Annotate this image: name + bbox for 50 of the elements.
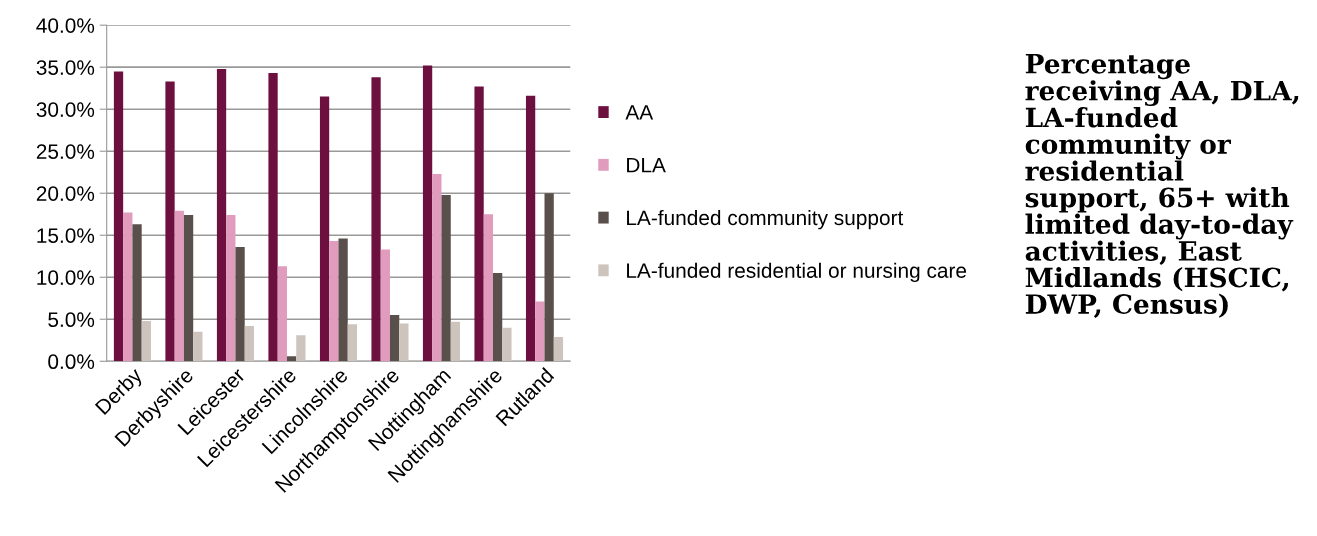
chart-title: Percentage receiving AA, DLA, LA-funded community or residential support, 65+ with limited day-to-day activities, East Midlands (HSCIC, DWP, Census) xyxy=(1025,54,1299,319)
bar xyxy=(132,224,142,362)
bar xyxy=(380,249,390,362)
legend-label: LA-funded community support xyxy=(627,209,904,230)
bar xyxy=(441,194,451,362)
bar xyxy=(422,65,433,362)
bar xyxy=(535,301,545,362)
bar xyxy=(235,247,245,362)
legend-label: LA-funded residential or nursing care xyxy=(627,262,967,283)
bar xyxy=(474,86,484,362)
bar xyxy=(347,324,358,362)
bar xyxy=(165,81,175,362)
legend-label: AA xyxy=(625,105,654,120)
bar xyxy=(389,315,400,362)
bar xyxy=(450,321,461,362)
y-tick-label: 0.0% xyxy=(48,354,95,370)
y-tick-label: 25.0% xyxy=(36,144,95,159)
y-tick-label: 40.0% xyxy=(36,18,95,33)
bar xyxy=(432,173,442,362)
bar xyxy=(141,320,151,362)
legend-label: DLA xyxy=(627,157,666,173)
bar xyxy=(483,214,493,362)
bar xyxy=(286,356,297,362)
bar xyxy=(174,210,184,362)
bar xyxy=(193,331,203,362)
y-tick-label: 30.0% xyxy=(36,102,95,117)
bar xyxy=(329,241,339,362)
bar xyxy=(113,71,124,362)
y-tick-label: 5.0% xyxy=(48,312,95,328)
bar xyxy=(296,335,306,362)
bar xyxy=(502,327,512,362)
y-tick-label: 20.0% xyxy=(36,186,95,201)
bar xyxy=(525,95,536,362)
bar xyxy=(493,273,503,362)
bar xyxy=(371,77,381,362)
bar xyxy=(183,215,194,362)
bar xyxy=(544,193,554,362)
y-tick-label: 15.0% xyxy=(37,228,95,243)
bar xyxy=(319,96,330,362)
bar xyxy=(226,215,236,362)
y-tick-label: 10.0% xyxy=(37,270,95,285)
bar xyxy=(244,325,254,362)
bar xyxy=(216,68,227,362)
y-tick-label: 35.0% xyxy=(36,60,95,75)
bar xyxy=(123,212,133,362)
bar xyxy=(553,336,564,362)
bar xyxy=(268,73,278,362)
bar xyxy=(277,266,287,362)
bar xyxy=(399,323,409,362)
bar xyxy=(338,238,348,362)
